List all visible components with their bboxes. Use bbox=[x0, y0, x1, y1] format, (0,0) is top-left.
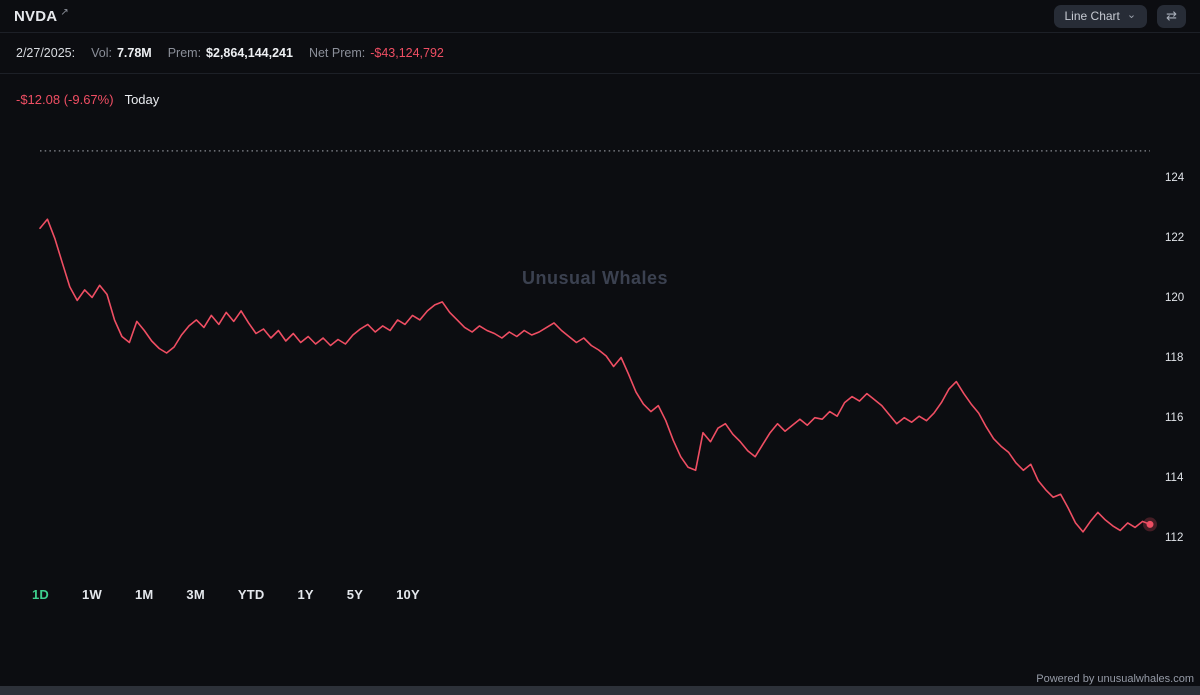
chart-type-dropdown[interactable]: Line Chart ⌄ bbox=[1053, 4, 1148, 28]
watermark: Unusual Whales bbox=[521, 268, 669, 289]
ticker-wrap: NVDA ↗ bbox=[14, 6, 69, 25]
range-button-1m[interactable]: 1M bbox=[125, 583, 163, 606]
y-axis-label: 124 bbox=[1165, 172, 1185, 184]
premium-label: Prem: bbox=[167, 46, 202, 60]
price-chart-svg bbox=[39, 150, 1157, 533]
net-premium-stat: Net Prem: -$43,124,792 bbox=[309, 46, 444, 60]
range-button-1y[interactable]: 1Y bbox=[287, 583, 323, 606]
chart-type-label: Line Chart bbox=[1064, 9, 1120, 23]
header-actions: Line Chart ⌄ ⇄ bbox=[1053, 4, 1186, 28]
y-axis-label: 118 bbox=[1165, 352, 1184, 364]
range-button-1w[interactable]: 1W bbox=[72, 583, 112, 606]
net-premium-label: Net Prem: bbox=[308, 46, 366, 60]
premium-stat: Prem: $2,864,144,241 bbox=[168, 46, 293, 60]
range-button-10y[interactable]: 10Y bbox=[386, 583, 430, 606]
info-bar: 2/27/2025: Vol: 7.78M Prem: $2,864,144,2… bbox=[0, 33, 1200, 74]
compare-button[interactable]: ⇄ bbox=[1157, 4, 1186, 28]
footer: Powered by unusualwhales.com bbox=[0, 673, 1200, 695]
price-line bbox=[39, 218, 1151, 533]
range-button-5y[interactable]: 5Y bbox=[337, 583, 373, 606]
external-link-icon[interactable]: ↗ bbox=[60, 6, 69, 18]
net-premium-value: -$43,124,792 bbox=[370, 46, 444, 60]
ticker-title: NVDA bbox=[14, 7, 58, 25]
shuffle-icon: ⇄ bbox=[1166, 8, 1177, 23]
range-button-3m[interactable]: 3M bbox=[176, 583, 214, 606]
premium-value: $2,864,144,241 bbox=[206, 46, 293, 60]
range-button-ytd[interactable]: YTD bbox=[228, 583, 275, 606]
volume-label: Vol: bbox=[91, 46, 112, 60]
y-axis: 124 122 120 118 116 114 112 bbox=[1150, 135, 1200, 565]
date-label: 2/27/2025: bbox=[16, 46, 76, 60]
price-change-row: -$12.08 (-9.67%) Today bbox=[16, 92, 1184, 107]
y-axis-label: 122 bbox=[1165, 232, 1185, 244]
price-chart[interactable]: Unusual Whales bbox=[39, 135, 1157, 565]
last-price-dot bbox=[1146, 520, 1154, 528]
price-change: -$12.08 (-9.67%) bbox=[16, 92, 114, 107]
period-label: Today bbox=[124, 92, 160, 107]
bottom-strip bbox=[0, 686, 1200, 695]
time-range-selector: 1D 1W 1M 3M YTD 1Y 5Y 10Y bbox=[22, 583, 1200, 606]
chart-area: Unusual Whales 124 122 120 118 116 114 112 bbox=[39, 135, 1200, 565]
volume-stat: Vol: 7.78M bbox=[91, 46, 152, 60]
y-axis-label: 120 bbox=[1165, 292, 1185, 304]
y-axis-label: 114 bbox=[1165, 472, 1184, 484]
y-axis-label: 116 bbox=[1165, 412, 1184, 424]
chevron-down-icon: ⌄ bbox=[1126, 8, 1137, 21]
volume-value: 7.78M bbox=[116, 46, 152, 60]
chart-header: NVDA ↗ Line Chart ⌄ ⇄ bbox=[0, 0, 1200, 33]
powered-by-link[interactable]: Powered by unusualwhales.com bbox=[1036, 673, 1194, 685]
y-axis-label: 112 bbox=[1165, 532, 1184, 544]
range-button-1d[interactable]: 1D bbox=[22, 583, 59, 606]
